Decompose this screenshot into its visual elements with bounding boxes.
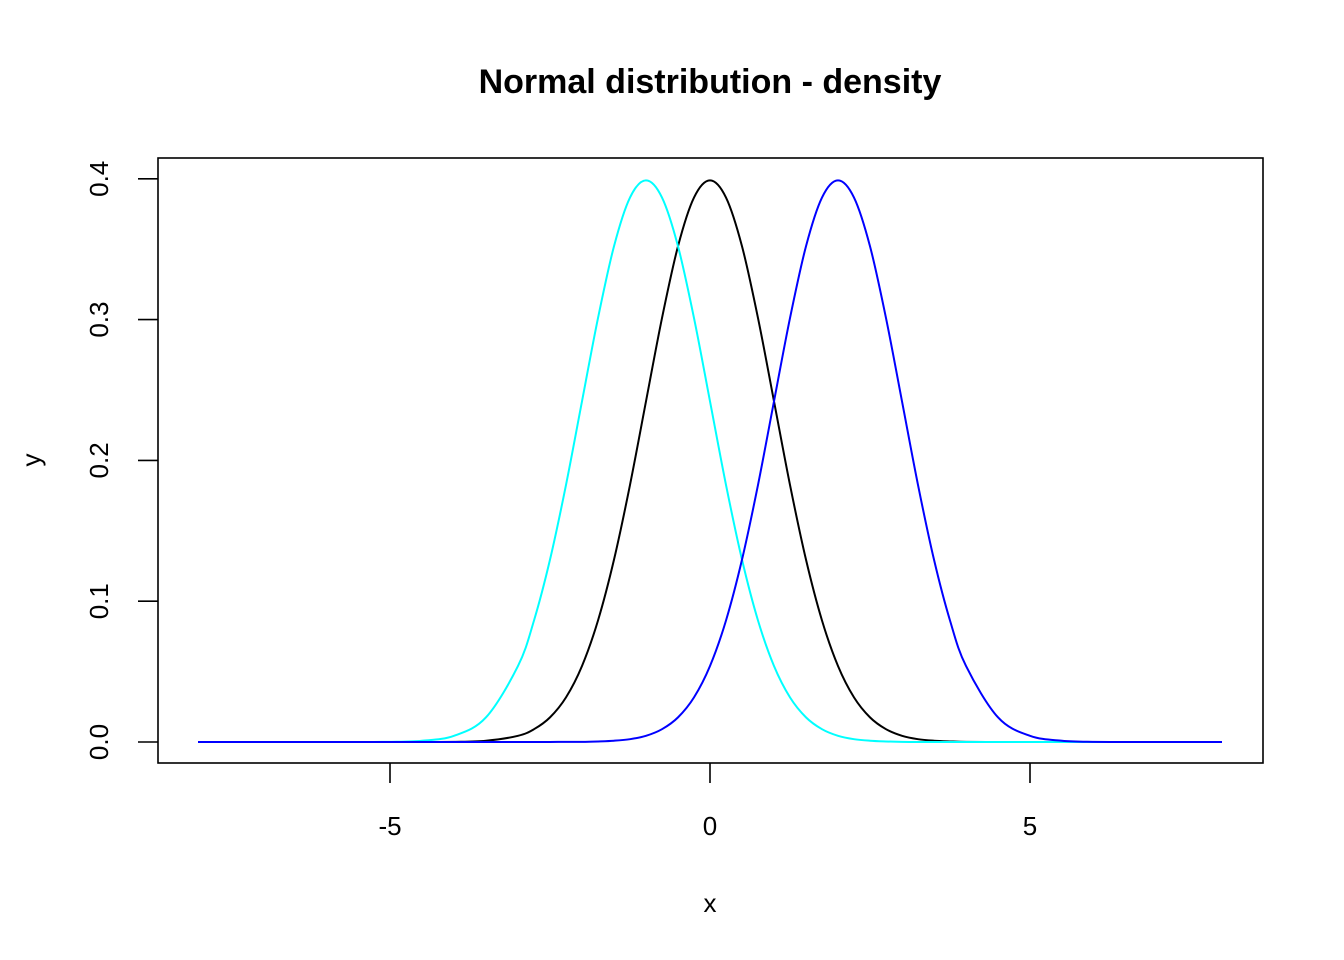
x-tick-label: 0 — [703, 811, 717, 841]
y-tick-label: 0.1 — [84, 583, 114, 619]
x-tick-label: 5 — [1023, 811, 1037, 841]
series-layer — [197, 179, 1222, 743]
y-axis-label: y — [16, 454, 46, 467]
y-tick-label: 0.3 — [84, 302, 114, 338]
x-axis-label: x — [704, 888, 717, 918]
x-axis: -5 0 5 — [378, 763, 1037, 841]
y-tick-label: 0.4 — [84, 161, 114, 197]
chart-title: Normal distribution - density — [479, 63, 942, 101]
y-axis: 0.0 0.1 0.2 0.3 0.4 — [84, 161, 158, 760]
series-line-2 — [197, 179, 1222, 743]
series-line-1 — [197, 179, 1222, 743]
plot-frame — [157, 157, 1264, 764]
x-tick-label: -5 — [378, 811, 401, 841]
series-line-3 — [197, 179, 1222, 743]
y-tick-label: 0.0 — [84, 724, 114, 760]
y-tick-label: 0.2 — [84, 442, 114, 478]
